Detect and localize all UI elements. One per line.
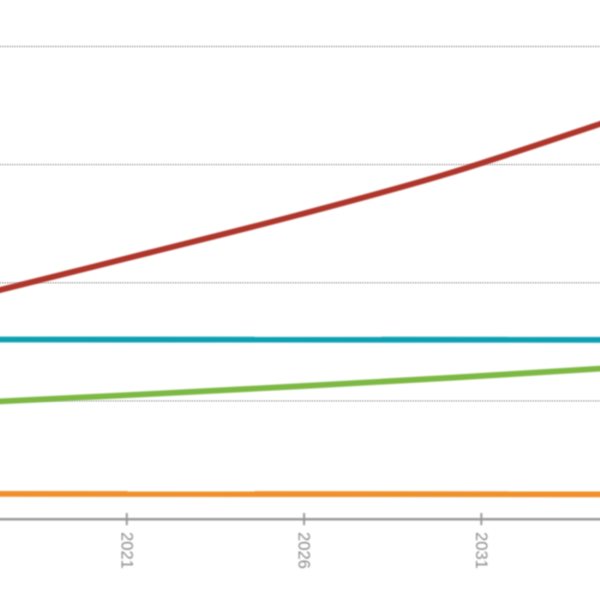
svg-text:2031: 2031 (472, 532, 491, 569)
svg-text:2021: 2021 (117, 532, 136, 569)
svg-text:2026: 2026 (295, 532, 314, 569)
